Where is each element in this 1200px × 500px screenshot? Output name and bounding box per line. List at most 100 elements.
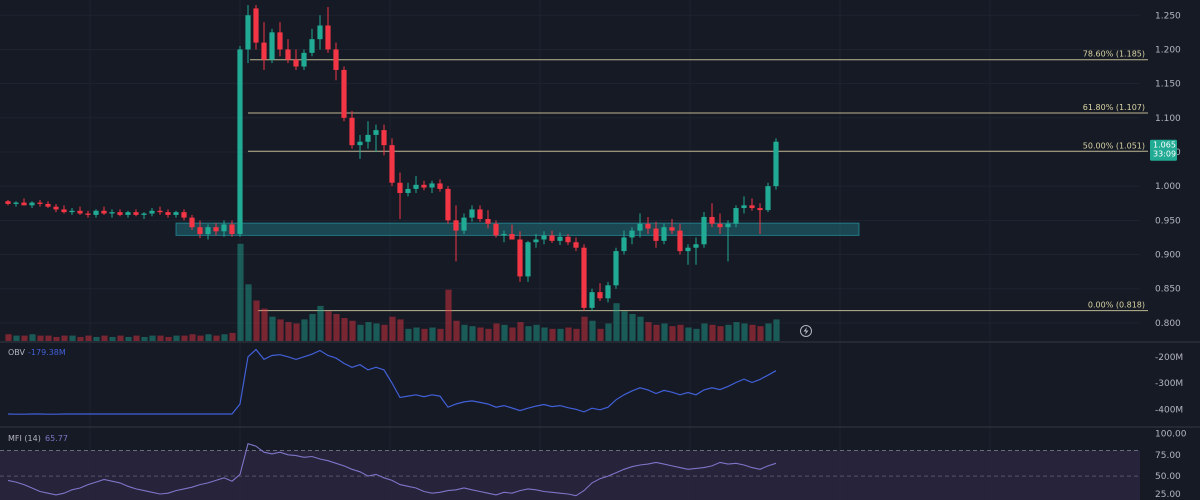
candle-body [517,239,523,277]
candle [69,208,75,215]
candle-body [429,183,435,188]
candle [573,237,579,252]
candle [285,39,291,64]
candle-body [573,242,579,248]
volume-bar [525,326,532,341]
obv-tick-label: -300M [1155,379,1183,389]
candle-body [765,186,771,211]
volume-bar [13,335,20,341]
fib-label: 0.00% (0.818) [1088,301,1145,310]
volume-bar [117,335,124,341]
volume-bar [685,327,692,341]
candle [645,216,651,235]
volume-bar [5,334,12,341]
candle-body [677,230,683,252]
volume-bar [445,289,452,341]
volume-bar [613,303,620,341]
candle-body [413,184,419,189]
volume-bar [429,327,436,341]
volume-bar [749,324,756,341]
candle [557,232,563,245]
volume-bar [453,320,460,341]
candle-body [549,235,555,241]
candle-body [773,141,779,187]
candle-body [717,223,723,228]
candle-body [349,117,355,146]
price-tick-label: 1.200 [1155,45,1181,55]
candle-body [373,130,379,135]
volume-bar [773,319,780,341]
candle [757,203,763,235]
candle-body [317,25,323,40]
candle [581,244,587,311]
candle [125,210,131,218]
obv-line [7,348,777,415]
volume-bar [533,324,540,341]
volume-bar [213,335,220,341]
volume-bar [133,335,140,341]
candle [165,209,171,218]
candle-body [709,216,715,224]
volume-bar [221,334,228,341]
candle [701,212,707,248]
mfi-tick-label: 100.00 [1155,429,1187,439]
fib-levels: 78.60% (1.185) 61.80% (1.107) 50.00% (1.05… [248,50,1148,312]
candle-body [213,227,219,232]
candle-body [741,205,747,209]
candle [189,214,195,230]
candle-body [469,209,475,218]
candle [493,220,499,238]
candle-body [141,213,147,215]
candle [109,209,115,218]
candle-body [589,292,595,308]
candle [61,205,67,214]
candle-body [157,210,163,213]
volume-bar [101,335,108,341]
volume-bar [373,323,380,341]
candle [397,172,403,219]
candle-body [365,134,371,142]
candle [749,198,755,211]
candle [325,7,331,53]
volume-bar [661,323,668,341]
candle [381,124,387,156]
price-tick-label: 0.900 [1155,251,1181,261]
candle-body [101,210,107,214]
candle-body [333,49,339,70]
candle [485,210,491,229]
volume-bar [421,328,428,341]
candle [357,134,363,159]
candle [677,223,683,255]
volume-bar [405,328,412,341]
candle-body [733,208,739,224]
volume-bar [349,320,356,341]
volume-bar [165,336,172,341]
candle [637,213,643,238]
volume-bar [549,328,556,341]
volume-bar [237,243,244,341]
candle [181,209,187,221]
candle-body [53,206,59,210]
volume-bar [469,326,476,341]
volume-bar [557,328,564,341]
candle [157,206,163,215]
candle-body [757,208,763,211]
volume-bar [605,323,612,341]
volume-bar [317,305,324,341]
volume-bar [37,335,44,341]
candle-body [501,234,507,236]
last-price-badge: 1.065 33:09 [1150,139,1177,161]
candle [117,209,123,217]
fib-label: 50.00% (1.051) [1083,141,1145,150]
candle-body [445,188,451,221]
volume-bar [637,316,644,341]
volume-bar [253,300,260,341]
candle-body [541,235,547,240]
candle-body [725,223,731,228]
candle-body [421,184,427,188]
volume-bar [269,316,276,341]
volume-bar [333,314,340,341]
volume-bar [597,328,604,341]
lightning-icon[interactable] [800,325,812,337]
